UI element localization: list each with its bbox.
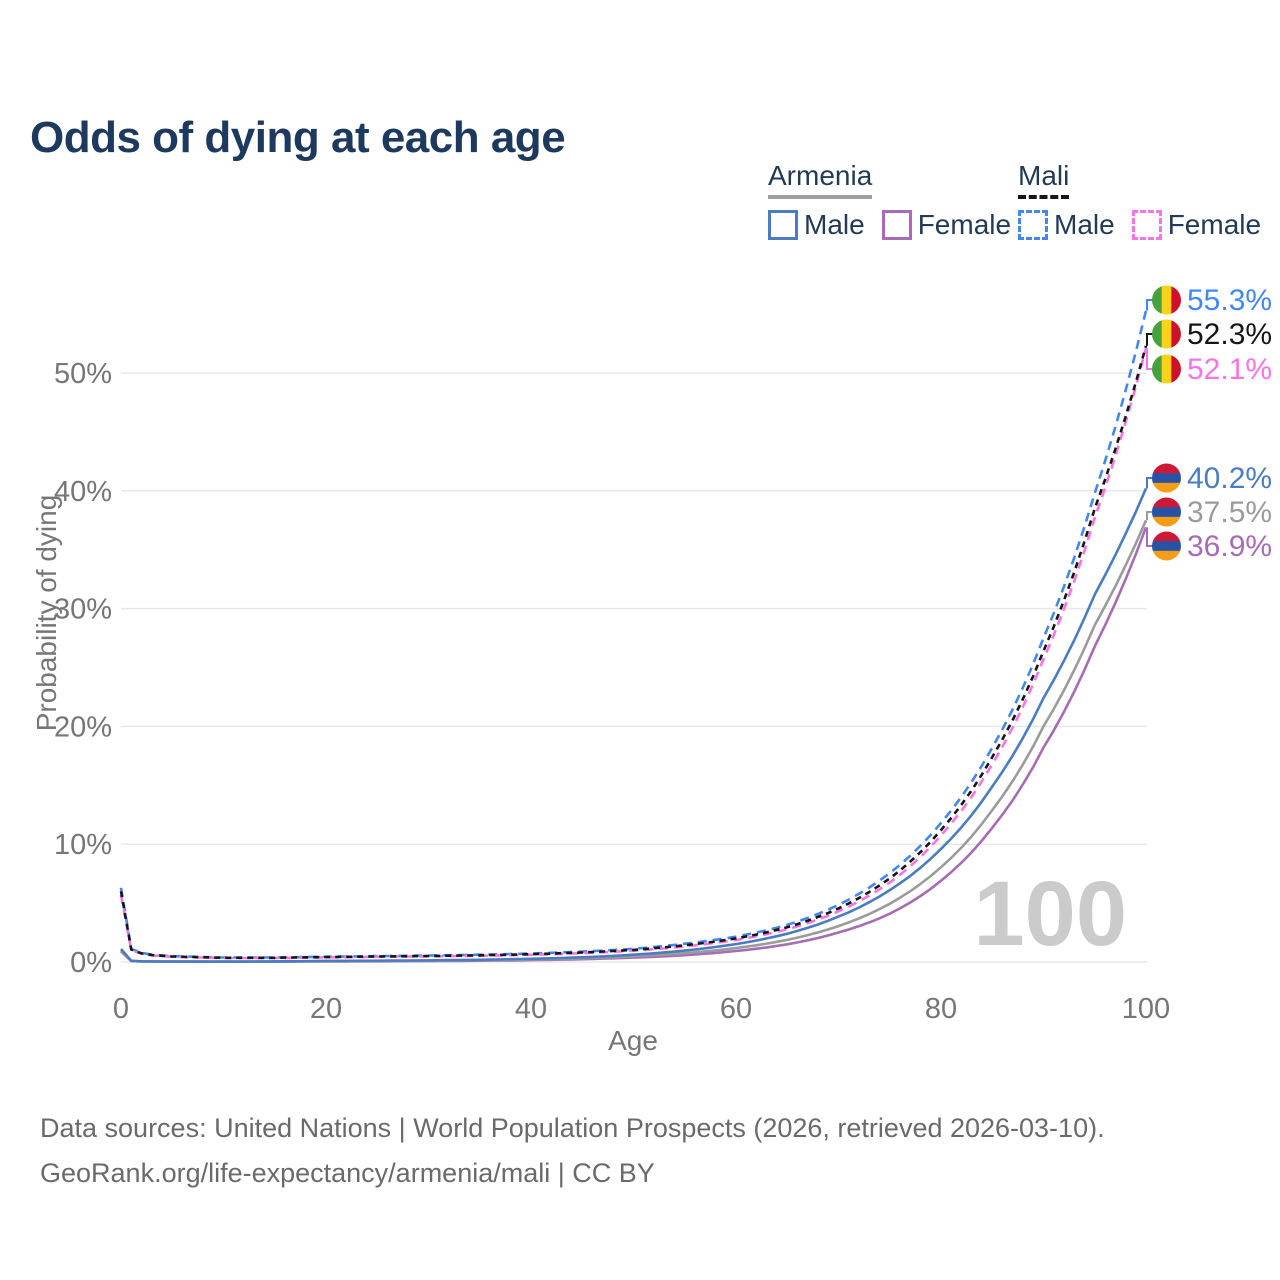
end-label-mali_both[interactable]: 52.3%: [1187, 318, 1272, 351]
armenia-female-swatch-icon: [881, 210, 912, 240]
series-line-mali_both[interactable]: [119, 345, 1148, 960]
x-tick-label: 40: [515, 993, 547, 1025]
legend-item-mali-male[interactable]: Male: [1018, 209, 1115, 241]
armenia-flag-icon: [1152, 463, 1181, 493]
legend-item-armenia-male[interactable]: Male: [768, 209, 865, 241]
series-line-mali_female[interactable]: [119, 347, 1148, 960]
series-line-armenia_both[interactable]: [120, 519, 1148, 963]
end-label-leader-line: [1146, 477, 1153, 489]
x-tick-label: 100: [1122, 993, 1170, 1025]
footer: Data sources: United Nations | World Pop…: [40, 1106, 1105, 1196]
age-watermark: 100: [973, 863, 1128, 965]
legend-label: Male: [804, 209, 865, 240]
y-tick-label: 30%: [54, 594, 112, 626]
series-line-armenia_male[interactable]: [120, 487, 1148, 963]
end-label-leader-line: [1146, 333, 1153, 346]
footer-attribution-line: GeoRank.org/life-expectancy/armenia/mali…: [40, 1158, 655, 1188]
end-label-leader-line: [1146, 348, 1153, 370]
end-label-armenia_both[interactable]: 37.5%: [1187, 496, 1272, 529]
legend-item-mali-female[interactable]: Female: [1131, 209, 1262, 241]
legend-country-mali: Mali: [1018, 160, 1070, 199]
end-label-leader-line: [1146, 299, 1153, 311]
footer-sources-line: Data sources: United Nations | World Pop…: [40, 1113, 1105, 1143]
series-line-armenia_female[interactable]: [120, 526, 1148, 963]
mali-male-swatch-icon: [1018, 210, 1048, 240]
armenia-flag-icon: [1152, 531, 1181, 561]
legend-group-mali: Mali Male Female: [1018, 160, 1261, 241]
legend-items-mali: Male Female: [1018, 209, 1261, 241]
legend-item-armenia-female[interactable]: Female: [881, 209, 1012, 241]
y-tick-label: 50%: [54, 358, 112, 390]
x-tick-label: 60: [720, 993, 752, 1025]
legend-label: Female: [917, 209, 1012, 240]
chart-title: Odds of dying at each age: [30, 113, 566, 163]
end-label-leader-line: [1146, 511, 1153, 521]
x-tick-label: 80: [925, 993, 957, 1025]
legend-group-armenia: Armenia Male Female: [768, 160, 1011, 241]
x-tick-label: 20: [310, 993, 342, 1025]
end-label-mali_male[interactable]: 55.3%: [1187, 284, 1272, 317]
legend-label: Male: [1054, 209, 1115, 240]
end-label-mali_female[interactable]: 52.1%: [1187, 353, 1272, 386]
mali-female-swatch-icon: [1131, 210, 1162, 240]
mali-flag-icon: [1152, 285, 1181, 315]
armenia-flag-icon: [1152, 497, 1181, 527]
armenia-male-swatch-icon: [768, 210, 798, 240]
mali-flag-icon: [1152, 354, 1181, 384]
end-label-armenia_male[interactable]: 40.2%: [1187, 462, 1272, 495]
end-label-armenia_female[interactable]: 36.9%: [1187, 530, 1272, 563]
series-line-mali_male[interactable]: [119, 310, 1148, 959]
y-tick-label: 0%: [70, 947, 112, 979]
y-tick-label: 40%: [54, 476, 112, 508]
legend-label: Female: [1167, 209, 1262, 240]
legend-country-armenia: Armenia: [768, 160, 873, 199]
legend-items-armenia: Male Female: [768, 209, 1011, 241]
y-tick-label: 20%: [54, 711, 112, 743]
x-tick-label: 0: [113, 993, 129, 1025]
y-tick-label: 10%: [54, 829, 112, 861]
end-label-leader-line: [1146, 527, 1153, 547]
mali-flag-icon: [1152, 319, 1181, 349]
x-axis-title: Age: [608, 1025, 658, 1056]
